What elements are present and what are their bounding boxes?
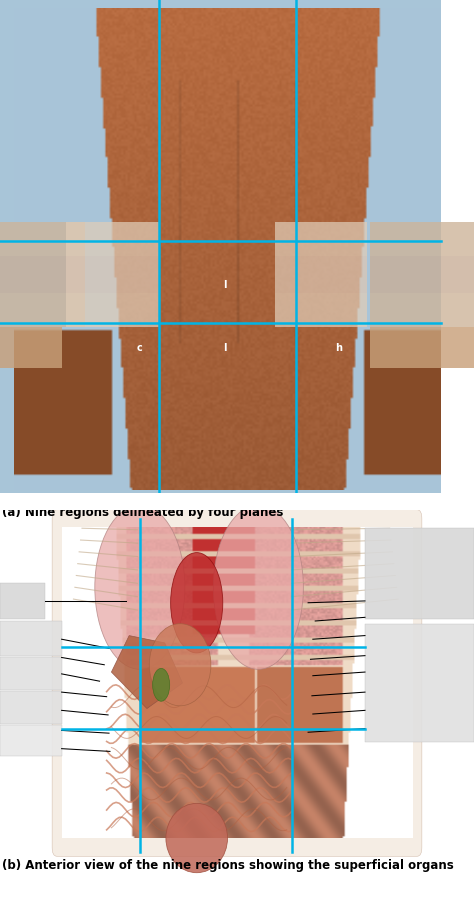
Polygon shape	[111, 636, 182, 709]
Text: l: l	[223, 343, 227, 353]
FancyBboxPatch shape	[365, 528, 474, 619]
Ellipse shape	[166, 804, 228, 873]
FancyBboxPatch shape	[275, 293, 367, 328]
FancyBboxPatch shape	[66, 222, 159, 257]
FancyBboxPatch shape	[0, 583, 45, 619]
FancyBboxPatch shape	[66, 257, 159, 293]
FancyBboxPatch shape	[0, 257, 85, 293]
FancyBboxPatch shape	[0, 293, 85, 328]
FancyBboxPatch shape	[52, 510, 422, 856]
FancyBboxPatch shape	[0, 621, 62, 656]
Text: l: l	[223, 281, 227, 290]
FancyBboxPatch shape	[0, 494, 474, 510]
FancyBboxPatch shape	[0, 725, 62, 756]
FancyBboxPatch shape	[0, 222, 85, 257]
Text: h: h	[336, 343, 342, 353]
Text: (a) Nine regions delineated by four planes: (a) Nine regions delineated by four plan…	[2, 506, 284, 518]
FancyBboxPatch shape	[441, 0, 474, 499]
FancyBboxPatch shape	[365, 624, 474, 742]
Text: c: c	[137, 343, 143, 353]
Ellipse shape	[171, 553, 223, 653]
Ellipse shape	[149, 624, 211, 706]
FancyBboxPatch shape	[0, 658, 62, 691]
FancyBboxPatch shape	[0, 691, 62, 724]
FancyBboxPatch shape	[370, 328, 474, 369]
FancyBboxPatch shape	[370, 257, 474, 293]
FancyBboxPatch shape	[0, 328, 62, 369]
FancyBboxPatch shape	[275, 257, 367, 293]
FancyBboxPatch shape	[0, 0, 474, 499]
FancyBboxPatch shape	[0, 519, 474, 852]
Text: (b) Anterior view of the nine regions showing the superficial organs: (b) Anterior view of the nine regions sh…	[2, 858, 454, 871]
Ellipse shape	[95, 506, 185, 670]
FancyBboxPatch shape	[370, 222, 474, 257]
FancyBboxPatch shape	[370, 293, 474, 328]
Ellipse shape	[153, 669, 170, 701]
FancyBboxPatch shape	[66, 293, 159, 328]
Ellipse shape	[213, 506, 303, 670]
FancyBboxPatch shape	[275, 222, 367, 257]
